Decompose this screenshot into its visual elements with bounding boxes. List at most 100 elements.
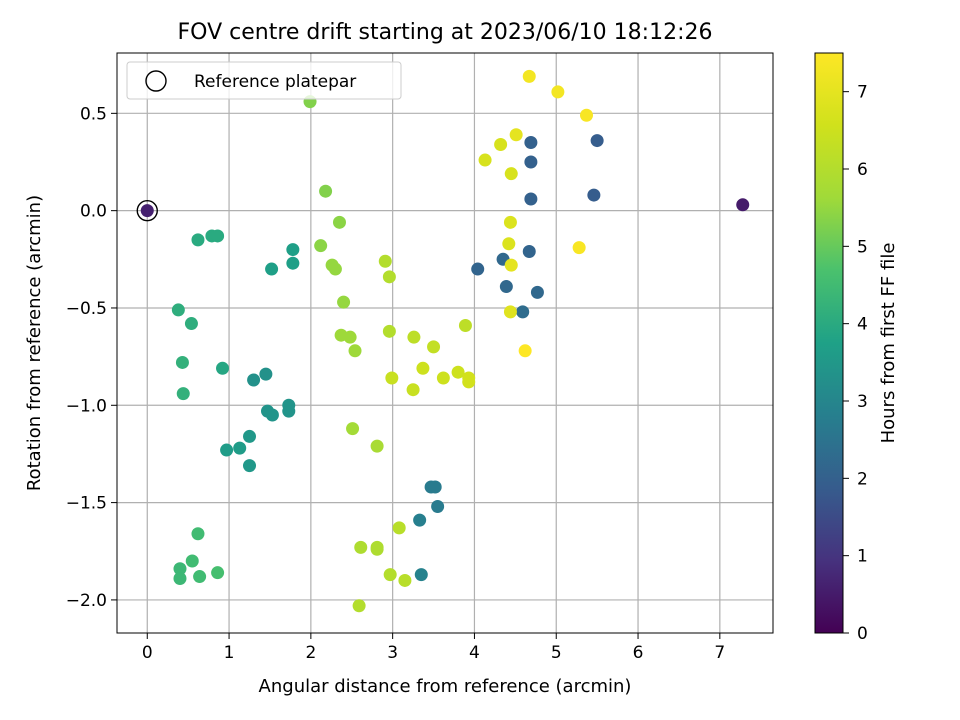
scatter-point xyxy=(509,128,523,142)
scatter-point xyxy=(378,254,392,268)
y-tick-label: −0.5 xyxy=(66,299,107,319)
scatter-point xyxy=(286,243,300,257)
x-tick-label: 6 xyxy=(633,643,644,663)
scatter-point xyxy=(503,215,517,229)
x-tick-label: 3 xyxy=(387,643,398,663)
scatter-point xyxy=(736,198,750,212)
y-axis-ticks: 0.5 0.0 −0.5 −1.0 −1.5 −2.0 xyxy=(66,104,117,611)
y-tick-label: −2.0 xyxy=(66,591,107,611)
scatter-point xyxy=(314,239,328,253)
legend: Reference platepar xyxy=(126,61,402,100)
scatter-point xyxy=(173,572,187,586)
scatter-point xyxy=(247,373,261,387)
colorbar: 0 1 2 3 4 5 6 7 Hours from first FF file xyxy=(814,52,899,644)
scatter-point xyxy=(211,566,225,580)
scatter-point xyxy=(346,422,360,436)
scatter-point xyxy=(503,305,517,319)
y-axis-label: Rotation from reference (arcmin) xyxy=(24,195,45,491)
scatter-point xyxy=(406,383,420,397)
scatter-point xyxy=(382,324,396,338)
reference-platepar-marker xyxy=(136,199,158,222)
x-axis-ticks: 0 1 2 3 4 5 6 7 xyxy=(142,633,725,663)
scatter-point xyxy=(211,229,225,243)
legend-marker-icon xyxy=(145,70,167,92)
scatter-point xyxy=(530,285,544,299)
y-tick-label: 0.0 xyxy=(80,202,107,222)
scatter-point xyxy=(332,215,346,229)
scatter-point xyxy=(518,344,532,358)
scatter-point xyxy=(354,540,368,554)
scatter-point xyxy=(348,344,362,358)
legend-box xyxy=(126,61,402,100)
y-tick-label: −1.0 xyxy=(66,396,107,416)
chart-title: FOV centre drift starting at 2023/06/10 … xyxy=(178,20,713,45)
scatter-point xyxy=(427,340,441,354)
scatter-point xyxy=(191,527,205,541)
scatter-point xyxy=(171,303,185,317)
scatter-point xyxy=(524,136,538,150)
scatter-point xyxy=(382,270,396,284)
scatter-point xyxy=(383,568,397,582)
scatter-point xyxy=(572,241,586,255)
scatter-point xyxy=(590,134,604,148)
plot-frame xyxy=(116,52,774,634)
scatter-point xyxy=(259,367,273,381)
colorbar-tick-label: 1 xyxy=(857,547,868,567)
scatter-point xyxy=(220,443,234,457)
scatter-point xyxy=(193,570,207,584)
scatter-point xyxy=(494,137,508,151)
scatter-point xyxy=(328,262,342,276)
x-tick-label: 2 xyxy=(305,643,316,663)
scatter-point xyxy=(414,568,428,582)
legend-entry-reference: Reference platepar xyxy=(194,72,356,92)
scatter-point xyxy=(185,554,199,568)
scatter-point xyxy=(502,237,516,251)
x-tick-label: 1 xyxy=(224,643,235,663)
scatter-point xyxy=(352,599,366,613)
scatter-point xyxy=(319,184,333,198)
scatter-point xyxy=(551,85,565,99)
scatter-point xyxy=(265,408,279,422)
scatter-point xyxy=(462,375,476,389)
scatter-point xyxy=(428,480,442,494)
scatter-point xyxy=(436,371,450,385)
colorbar-tick-label: 6 xyxy=(857,160,868,180)
scatter-point xyxy=(504,258,518,272)
scatter-point xyxy=(458,318,472,332)
scatter-point xyxy=(233,441,247,455)
scatter-point xyxy=(413,513,427,527)
scatter-point xyxy=(478,153,492,167)
scatter-point xyxy=(524,155,538,169)
colorbar-gradient xyxy=(814,52,844,634)
scatter-point xyxy=(407,330,421,344)
colorbar-tick-label: 4 xyxy=(857,315,868,335)
scatter-point xyxy=(580,108,594,122)
scatter-point xyxy=(286,256,300,270)
scatter-point xyxy=(173,562,187,576)
scatter-point xyxy=(471,262,485,276)
colorbar-tick-label: 3 xyxy=(857,392,868,412)
scatter-point xyxy=(265,262,279,276)
scatter-point xyxy=(176,387,190,401)
colorbar-tick-label: 5 xyxy=(857,237,868,257)
scatter-point xyxy=(385,371,399,385)
scatter-point xyxy=(524,192,538,206)
colorbar-tick-label: 0 xyxy=(857,624,868,644)
scatter-point xyxy=(431,499,445,513)
scatter-point xyxy=(243,459,257,473)
colorbar-tick-label: 7 xyxy=(857,83,868,103)
scatter-point xyxy=(140,204,154,218)
scatter-point xyxy=(499,280,513,294)
plot-area xyxy=(117,53,773,633)
y-tick-label: −1.5 xyxy=(66,494,107,514)
scatter-point xyxy=(392,521,406,535)
colorbar-tick-label: 2 xyxy=(857,469,868,489)
x-tick-label: 0 xyxy=(142,643,153,663)
scatter-point xyxy=(416,361,430,375)
scatter-point xyxy=(370,439,384,453)
scatter-point xyxy=(191,233,205,247)
colorbar-ticks: 0 1 2 3 4 5 6 7 xyxy=(843,83,868,644)
scatter-point xyxy=(282,404,296,418)
scatter-point xyxy=(504,167,518,181)
